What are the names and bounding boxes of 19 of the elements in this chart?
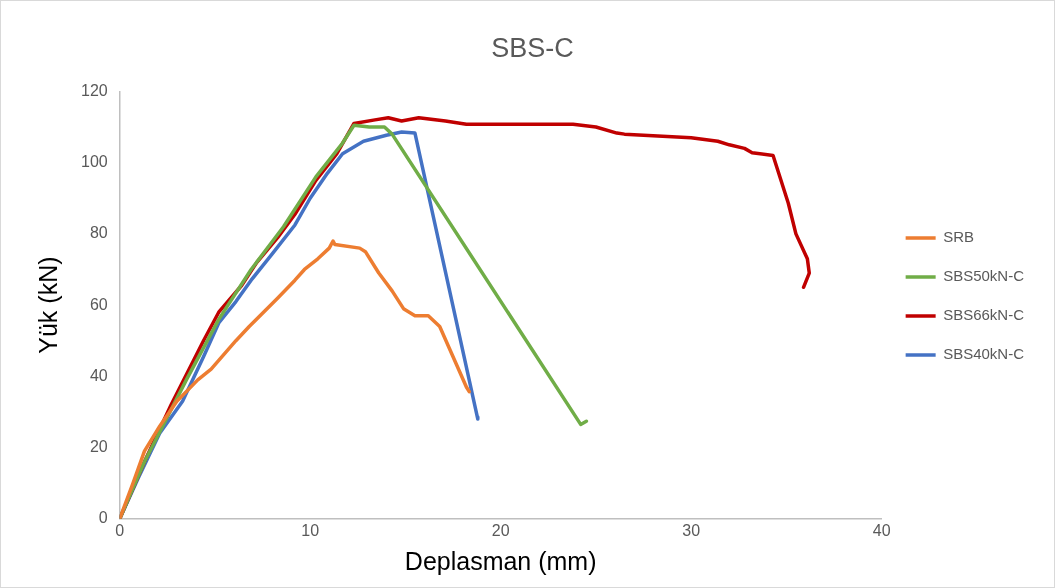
y-tick-label: 120: [80, 81, 108, 99]
x-axis-title: Deplasman (mm): [404, 546, 597, 575]
x-tick-label: 20: [491, 521, 510, 539]
x-tick-label: 10: [301, 521, 320, 539]
legend-label: SBS40kN-C: [943, 345, 1025, 363]
y-axis-title: Yük (kN): [33, 256, 62, 354]
y-tick-label: 80: [89, 224, 108, 242]
x-tick-label: 40: [872, 521, 891, 539]
y-tick-label: 20: [89, 437, 108, 455]
y-tick-label: 40: [89, 366, 108, 384]
chart-title: SBS-C: [491, 32, 574, 63]
x-tick-label: 30: [682, 521, 701, 539]
x-tick-label: 0: [115, 521, 125, 539]
y-tick-label: 60: [89, 295, 108, 313]
legend-label: SBS66kN-C: [943, 306, 1025, 324]
y-tick-label: 0: [98, 509, 108, 527]
legend-label: SRB: [943, 228, 974, 246]
y-tick-label: 100: [80, 153, 108, 171]
legend-label: SBS50kN-C: [943, 267, 1025, 285]
